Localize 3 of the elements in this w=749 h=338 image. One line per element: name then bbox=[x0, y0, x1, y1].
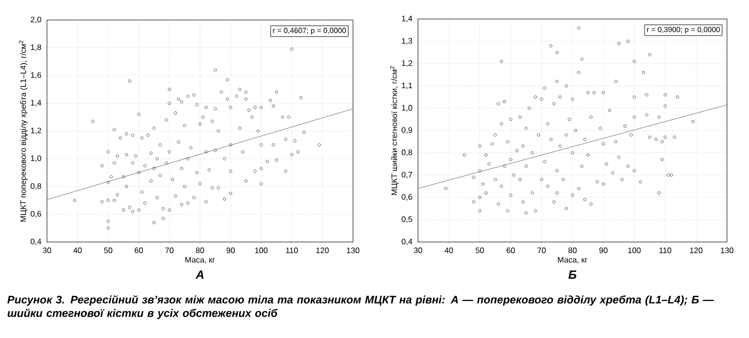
text: Рисунок 3. Регресійний зв’язок між масою тіла та показником МЦКТ на рівні: А — поперекового відділу хребта (L1–L4); Б — шийки стегнової кістки в усіх обстежених осіб bbox=[7, 295, 714, 320]
text: А bbox=[195, 270, 204, 279]
text: Б bbox=[568, 270, 576, 279]
